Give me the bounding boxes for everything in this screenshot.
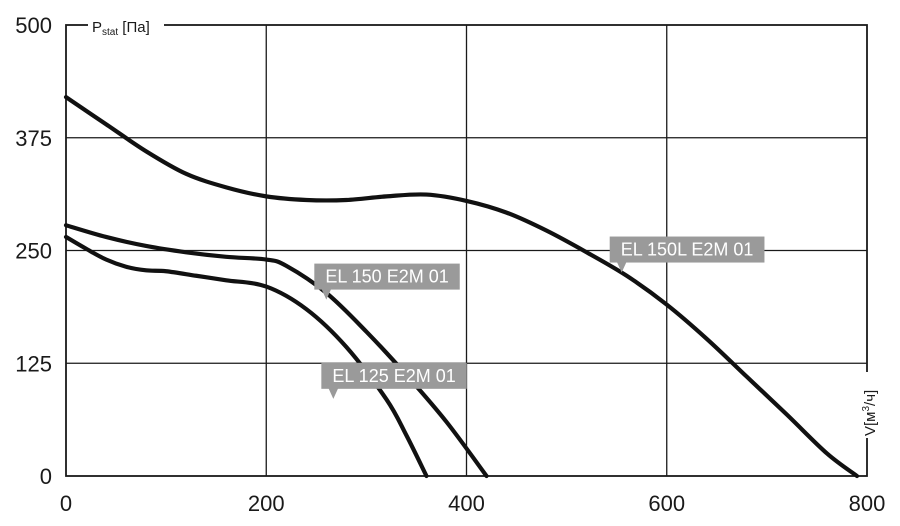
xlabel-background	[858, 372, 880, 438]
callout-pointer	[321, 288, 332, 300]
callout-box	[321, 362, 467, 389]
callout-1: EL 150L E2M 01	[609, 236, 765, 273]
ylabel-background	[88, 14, 164, 36]
y-tick-label: 0	[40, 464, 52, 489]
y-tick-label: 375	[15, 126, 52, 151]
x-tick-label: 400	[448, 491, 485, 516]
callout-2: EL 150 E2M 01	[314, 263, 460, 300]
callout-box	[314, 263, 460, 290]
callout-pointer	[328, 387, 339, 399]
callout-label: EL 150 E2M 01	[325, 267, 448, 287]
x-tick-label: 0	[60, 491, 72, 516]
callout-box	[609, 236, 765, 263]
series-line-1	[63, 234, 429, 479]
callouts: EL 150L E2M 01 EL 150 E2M 01 EL 125 E2M 01	[314, 236, 765, 399]
x-axis-title: V[м3/ч]	[861, 390, 879, 436]
x-tick-label: 600	[648, 491, 685, 516]
tick-labels: 0 200 400 600 800 0 125 250 375 500	[15, 13, 885, 516]
curves	[63, 95, 860, 479]
y-tick-label: 250	[15, 239, 52, 264]
callout-pointer	[616, 261, 627, 273]
x-axis-title-sup: 3	[861, 406, 872, 412]
y-axis-title-main: P	[92, 19, 102, 36]
series-line-2	[63, 223, 489, 479]
y-axis-title-unit: [Па]	[118, 19, 150, 36]
x-tick-label: 800	[849, 491, 886, 516]
plot-frame	[65, 24, 868, 477]
y-axis-title: Pstat [Па]	[92, 19, 150, 38]
x-tick-label: 200	[248, 491, 285, 516]
y-tick-label: 500	[15, 13, 52, 38]
series-line-3	[63, 95, 860, 479]
callout-label: EL 125 E2M 01	[332, 366, 455, 386]
callout-label: EL 150L E2M 01	[621, 240, 754, 260]
x-axis-title-main: V[м	[862, 412, 879, 437]
y-tick-label: 125	[15, 351, 52, 376]
callout-3: EL 125 E2M 01	[321, 362, 467, 399]
x-axis-title-unit: /ч]	[862, 390, 879, 406]
y-axis-title-sub: stat	[102, 27, 118, 38]
